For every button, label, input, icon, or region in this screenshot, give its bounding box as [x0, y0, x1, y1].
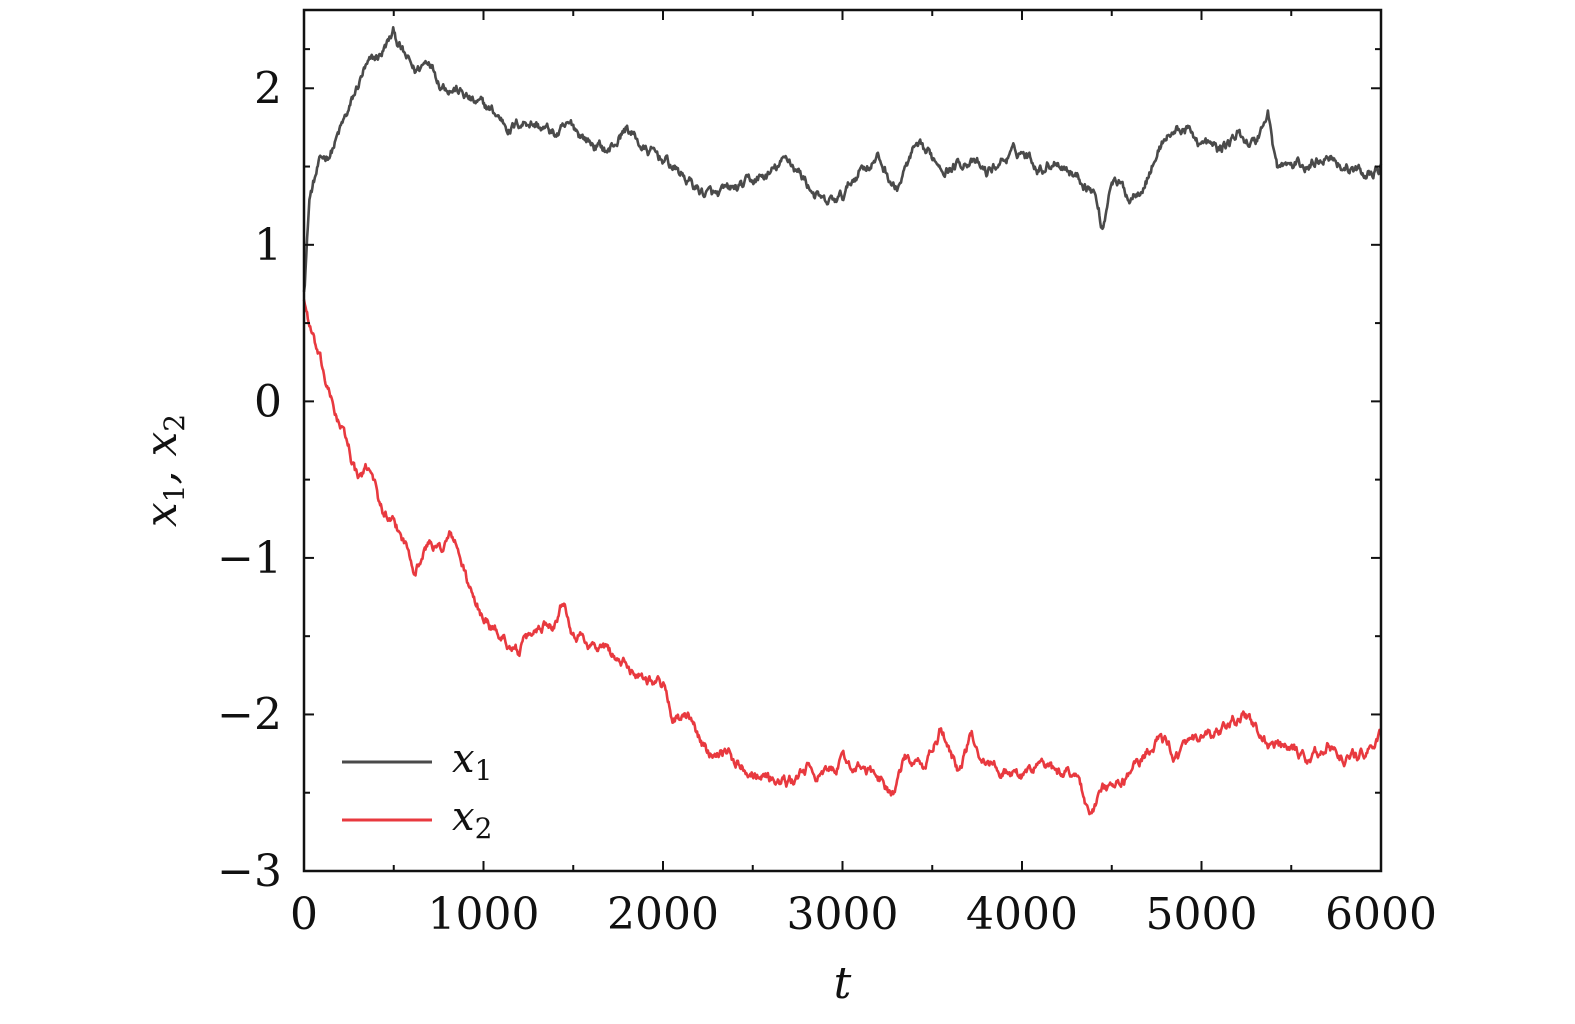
x-tick-label: 4000: [966, 889, 1078, 940]
y-axis-title: x1, x2: [136, 414, 191, 527]
legend-label-x1: x1: [452, 736, 492, 787]
y-tick-label: 0: [254, 376, 282, 427]
x-tick-label: 3000: [787, 889, 899, 940]
x-tick-label: 1000: [428, 889, 540, 940]
y-axis-title-sub-2: 2: [158, 414, 191, 432]
legend-label-x2-sub: 2: [475, 812, 493, 845]
series-layer: [302, 25, 1383, 816]
x-tick-label: 6000: [1325, 889, 1437, 940]
legend-label-x2-base: x: [452, 794, 475, 840]
ticks-layer: [303, 10, 1382, 872]
legend: x1 x2: [342, 736, 492, 845]
legend-label-x1-base: x: [452, 736, 475, 782]
legend-label-x2: x2: [452, 794, 492, 845]
x-tick-label: 0: [290, 889, 318, 940]
tick-labels-layer: 0 1000 2000 3000 4000 5000 6000 −3 −2 −1 0 1 2: [217, 63, 1437, 940]
x-tick-label: 2000: [607, 889, 719, 940]
x-tick-label: 5000: [1146, 889, 1258, 940]
y-tick-label: −1: [217, 533, 282, 584]
y-tick-label: −3: [217, 846, 282, 897]
y-axis-title-part-2: , x: [136, 432, 187, 485]
y-axis-title-part-1: x: [136, 502, 187, 527]
y-tick-label: 2: [254, 63, 282, 114]
series-line-x2: [302, 299, 1383, 816]
series-line-x1: [302, 25, 1383, 292]
x-axis-title: t: [834, 958, 852, 1009]
y-tick-label: 1: [254, 220, 282, 271]
y-axis-title-sub-1: 1: [158, 484, 191, 502]
y-tick-label: −2: [217, 689, 282, 740]
legend-label-x1-sub: 1: [475, 754, 493, 787]
